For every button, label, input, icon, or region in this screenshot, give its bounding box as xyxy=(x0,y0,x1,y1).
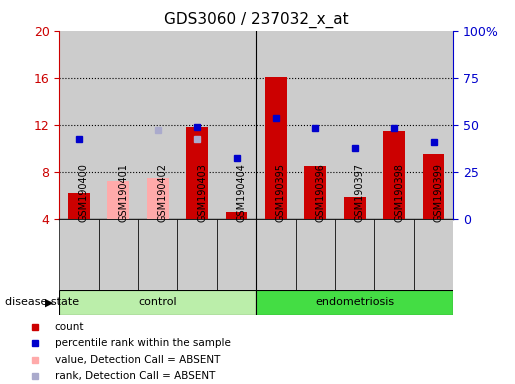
Bar xyxy=(256,31,296,219)
Bar xyxy=(99,219,138,290)
Text: GSM190399: GSM190399 xyxy=(434,164,443,222)
Bar xyxy=(177,31,217,219)
Text: GSM190404: GSM190404 xyxy=(236,164,247,222)
Text: GSM190400: GSM190400 xyxy=(79,164,89,222)
Text: GSM190403: GSM190403 xyxy=(197,164,207,222)
Text: count: count xyxy=(55,322,84,332)
Text: GSM190402: GSM190402 xyxy=(158,164,168,222)
Text: rank, Detection Call = ABSENT: rank, Detection Call = ABSENT xyxy=(55,371,215,381)
Bar xyxy=(59,31,98,219)
Bar xyxy=(335,219,374,290)
Bar xyxy=(256,290,453,315)
Text: GSM190395: GSM190395 xyxy=(276,164,286,222)
Bar xyxy=(414,31,453,219)
Bar xyxy=(138,219,177,290)
Bar xyxy=(98,31,138,219)
Text: GSM190396: GSM190396 xyxy=(315,164,325,222)
Bar xyxy=(177,219,217,290)
Text: GSM190397: GSM190397 xyxy=(355,164,365,222)
Text: endometriosis: endometriosis xyxy=(315,297,394,308)
Bar xyxy=(265,76,287,219)
Bar xyxy=(296,219,335,290)
Bar xyxy=(256,219,296,290)
Bar xyxy=(138,31,177,219)
Bar xyxy=(59,290,256,315)
Text: control: control xyxy=(139,297,177,308)
Bar xyxy=(226,212,247,219)
Text: GSM190401: GSM190401 xyxy=(118,164,128,222)
Bar xyxy=(147,178,168,219)
Bar xyxy=(374,31,414,219)
Bar xyxy=(296,31,335,219)
Bar xyxy=(335,31,374,219)
Bar xyxy=(108,181,129,219)
Bar xyxy=(344,197,366,219)
Bar xyxy=(304,166,326,219)
Text: disease state: disease state xyxy=(5,297,79,308)
Bar xyxy=(423,154,444,219)
Bar xyxy=(383,131,405,219)
Text: value, Detection Call = ABSENT: value, Detection Call = ABSENT xyxy=(55,354,220,364)
Bar xyxy=(186,127,208,219)
Bar xyxy=(59,219,99,290)
Bar xyxy=(414,219,453,290)
Text: GSM190398: GSM190398 xyxy=(394,164,404,222)
Title: GDS3060 / 237032_x_at: GDS3060 / 237032_x_at xyxy=(164,12,349,28)
Text: ▶: ▶ xyxy=(45,297,53,308)
Bar xyxy=(374,219,414,290)
Text: percentile rank within the sample: percentile rank within the sample xyxy=(55,338,231,348)
Bar xyxy=(217,31,256,219)
Bar xyxy=(217,219,256,290)
Bar xyxy=(68,193,90,219)
